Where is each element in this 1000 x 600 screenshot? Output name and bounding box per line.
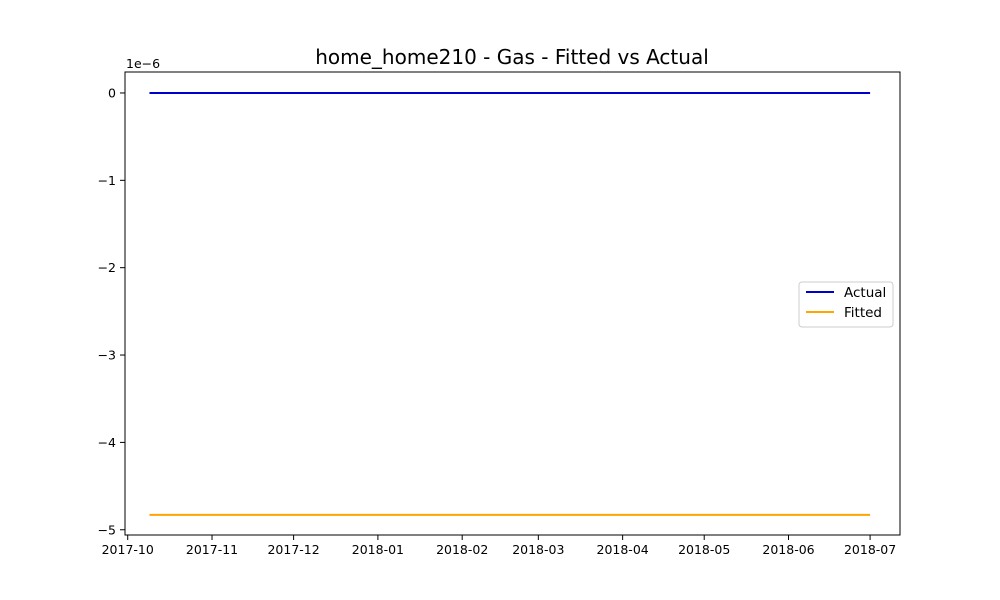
x-tick-label: 2017-11: [186, 542, 238, 557]
legend-box: [798, 281, 894, 328]
plot-area-frame: [124, 71, 901, 536]
x-tick-label: 2017-12: [267, 542, 319, 557]
y-offset-label: 1e−6: [126, 56, 160, 71]
x-tick-label: 2018-02: [436, 542, 488, 557]
legend-label-actual: Actual: [844, 285, 886, 301]
y-axis: 0 −1 −2 −3 −4 −5: [98, 85, 125, 537]
x-tick-label: 2018-01: [352, 542, 404, 557]
legend: Actual Fitted: [798, 281, 894, 328]
legend-label-fitted: Fitted: [844, 305, 882, 321]
x-tick-label: 2017-10: [102, 542, 154, 557]
x-tick-label: 2018-03: [512, 542, 564, 557]
y-tick-label: −1: [98, 173, 116, 188]
y-tick-label: −4: [98, 435, 116, 450]
x-axis: 2017-10 2017-11 2017-12 2018-01 2018-02 2018-…: [102, 535, 896, 557]
x-tick-label: 2018-05: [678, 542, 730, 557]
chart-title: home_home210 - Gas - Fitted vs Actual: [315, 45, 709, 69]
x-tick-label: 2018-06: [762, 542, 814, 557]
x-tick-label: 2018-04: [597, 542, 649, 557]
y-tick-label: 0: [108, 85, 116, 100]
y-tick-label: −5: [98, 522, 116, 537]
y-tick-label: −2: [98, 260, 116, 275]
x-tick-label: 2018-07: [844, 542, 896, 557]
y-tick-label: −3: [98, 348, 116, 363]
series-layer: [149, 91, 871, 516]
